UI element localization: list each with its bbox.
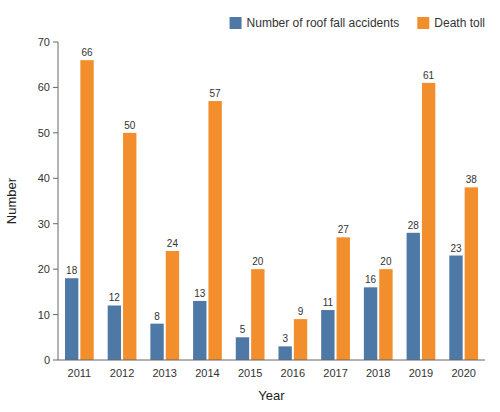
x-axis-line bbox=[58, 360, 485, 361]
bar bbox=[364, 287, 377, 360]
data-label: 57 bbox=[210, 88, 222, 99]
y-tick bbox=[53, 360, 58, 361]
data-label: 12 bbox=[109, 292, 121, 303]
legend-label: Number of roof fall accidents bbox=[247, 16, 400, 30]
bar bbox=[407, 233, 420, 360]
y-tick-label: 10 bbox=[38, 309, 50, 321]
data-labels: 18 12 8 13 5 3 11 16 28 23 66 50 24 57 20 9 27 20 61 38 bbox=[66, 47, 477, 344]
bar bbox=[150, 324, 163, 360]
x-tick-label: 2019 bbox=[409, 367, 433, 379]
bar bbox=[294, 319, 307, 360]
data-label: 16 bbox=[365, 274, 377, 285]
bar bbox=[449, 256, 462, 360]
bar bbox=[236, 337, 249, 360]
data-label: 27 bbox=[338, 224, 350, 235]
legend: Number of roof fall accidents Death toll bbox=[230, 16, 485, 30]
data-label: 20 bbox=[252, 256, 264, 267]
y-tick bbox=[53, 132, 58, 133]
data-label: 66 bbox=[81, 47, 93, 58]
legend-item: Death toll bbox=[417, 16, 485, 30]
bar bbox=[166, 251, 179, 360]
x-tick-label: 2018 bbox=[366, 367, 390, 379]
y-tick-label: 40 bbox=[38, 172, 50, 184]
y-tick bbox=[53, 42, 58, 43]
x-tick-label: 2011 bbox=[68, 367, 92, 379]
y-tick-label: 20 bbox=[38, 263, 50, 275]
data-label: 24 bbox=[167, 238, 179, 249]
data-label: 9 bbox=[298, 306, 304, 317]
y-tick-label: 30 bbox=[38, 218, 50, 230]
data-label: 11 bbox=[323, 297, 334, 308]
legend-item: Number of roof fall accidents bbox=[230, 16, 400, 30]
bars bbox=[65, 60, 478, 360]
bar bbox=[321, 310, 334, 360]
x-tick-label: 2014 bbox=[195, 367, 219, 379]
y-tick bbox=[53, 223, 58, 224]
chart-svg: 18 12 8 13 5 3 11 16 28 23 66 50 24 57 20 9 27 20 61 38 0 10 2… bbox=[0, 0, 500, 412]
bar bbox=[465, 187, 478, 360]
y-tick-label: 70 bbox=[38, 36, 50, 48]
y-axis-label: Number bbox=[4, 177, 19, 224]
y-tick bbox=[53, 314, 58, 315]
x-tick-label: 2016 bbox=[281, 367, 305, 379]
chart-container: 18 12 8 13 5 3 11 16 28 23 66 50 24 57 20 9 27 20 61 38 0 10 2… bbox=[0, 0, 500, 412]
bar bbox=[123, 133, 136, 360]
y-tick bbox=[53, 269, 58, 270]
bar bbox=[337, 237, 350, 360]
y-tick bbox=[53, 178, 58, 179]
data-label: 18 bbox=[66, 265, 78, 276]
data-label: 13 bbox=[194, 288, 206, 299]
bar bbox=[379, 269, 392, 360]
bar bbox=[278, 346, 291, 360]
x-tick-label: 2012 bbox=[110, 367, 134, 379]
x-tick-label: 2017 bbox=[323, 367, 347, 379]
plot-area: 18 12 8 13 5 3 11 16 28 23 66 50 24 57 20 9 27 20 61 38 0 10 2… bbox=[38, 36, 485, 379]
bar bbox=[208, 101, 221, 360]
bar bbox=[193, 301, 206, 360]
y-tick-label: 60 bbox=[38, 81, 50, 93]
data-label: 5 bbox=[240, 324, 246, 335]
x-tick-label: 2015 bbox=[238, 367, 262, 379]
y-tick-label: 50 bbox=[38, 127, 50, 139]
x-axis-label: Year bbox=[258, 388, 285, 403]
y-tick-label: 0 bbox=[44, 354, 50, 366]
data-label: 20 bbox=[380, 256, 392, 267]
bar bbox=[80, 60, 93, 360]
x-tick-label: 2020 bbox=[451, 367, 475, 379]
data-label: 8 bbox=[154, 311, 160, 322]
data-label: 28 bbox=[408, 220, 420, 231]
legend-swatch bbox=[417, 17, 429, 29]
y-tick bbox=[53, 87, 58, 88]
data-label: 38 bbox=[466, 174, 478, 185]
legend-swatch bbox=[230, 17, 242, 29]
data-label: 23 bbox=[450, 243, 462, 254]
data-label: 50 bbox=[124, 120, 136, 131]
bar bbox=[65, 278, 78, 360]
bar bbox=[422, 83, 435, 360]
bar bbox=[251, 269, 264, 360]
y-axis-line bbox=[58, 42, 59, 360]
legend-label: Death toll bbox=[434, 16, 485, 30]
x-tick-label: 2013 bbox=[153, 367, 177, 379]
data-label: 61 bbox=[423, 70, 435, 81]
data-label: 3 bbox=[282, 333, 288, 344]
bar bbox=[108, 305, 121, 360]
